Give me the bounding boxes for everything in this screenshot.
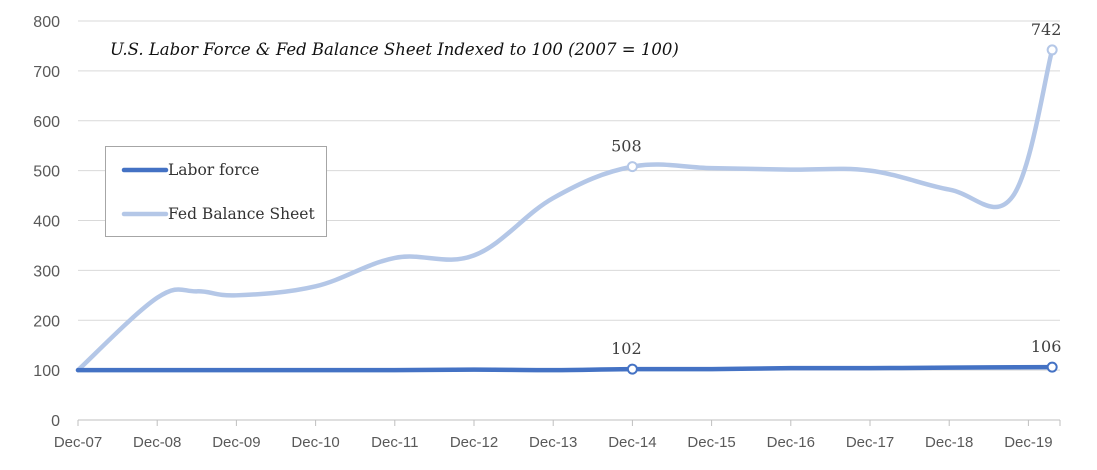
data-label: 102 [611,339,642,358]
series-line-labor-force [75,364,1055,373]
legend-box [105,146,327,237]
y-tick-label: 0 [51,413,60,430]
legend-label: Fed Balance Sheet [168,205,315,223]
data-label: 106 [1031,337,1062,356]
x-tick-label: Dec-12 [450,434,498,451]
y-axis-ticks: 0 100 200 300 400 500 600 700 800 [33,14,60,430]
data-label: 742 [1031,20,1062,39]
data-labels: 102 106 508 742 [611,20,1062,375]
x-tick-label: Dec-14 [608,434,656,451]
series-line-fed-balance-sheet [75,47,1055,373]
x-tick-label: Dec-10 [291,434,339,451]
x-tick-label: Dec-15 [687,434,735,451]
y-tick-label: 700 [33,64,60,81]
legend-label: Labor force [168,161,259,179]
y-tick-label: 200 [33,313,60,330]
x-tick-label: Dec-19 [1004,434,1052,451]
x-tick-label: Dec-11 [371,434,418,451]
y-tick-label: 400 [33,214,60,231]
data-point-marker [626,363,638,375]
x-tick-label: Dec-17 [846,434,894,451]
y-tick-label: 300 [33,263,60,280]
y-tick-label: 600 [33,114,60,131]
legend: Labor force Fed Balance Sheet [105,146,327,237]
x-tick-label: Dec-07 [54,434,102,451]
x-tick-label: Dec-18 [925,434,973,451]
series-lines [75,47,1055,373]
x-tick-label: Dec-09 [212,434,260,451]
data-point-marker [1046,44,1058,56]
data-point-marker [626,161,638,173]
y-tick-label: 100 [33,363,60,380]
data-label: 508 [611,137,642,156]
x-tick-label: Dec-13 [529,434,577,451]
y-tick-label: 800 [33,14,60,31]
chart-title: U.S. Labor Force & Fed Balance Sheet Ind… [110,40,679,59]
y-tick-label: 500 [33,164,60,181]
x-axis-ticks: Dec-07 Dec-08 Dec-09 Dec-10 Dec-11 Dec-12 Dec-… [54,420,1061,451]
x-tick-label: Dec-08 [133,434,181,451]
data-point-marker [1046,361,1058,373]
x-tick-label: Dec-16 [767,434,815,451]
